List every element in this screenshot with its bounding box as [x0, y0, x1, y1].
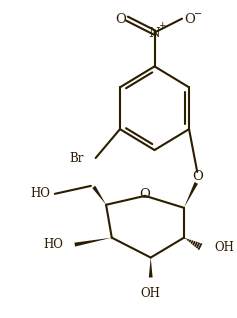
Polygon shape [149, 258, 153, 278]
Text: HO: HO [43, 238, 63, 251]
Text: O: O [115, 13, 126, 26]
Text: Br: Br [69, 153, 83, 165]
Polygon shape [184, 182, 198, 208]
Text: O: O [192, 170, 203, 183]
Polygon shape [74, 238, 112, 246]
Text: O: O [140, 188, 150, 201]
Text: +: + [158, 21, 166, 30]
Text: N: N [149, 27, 160, 40]
Polygon shape [92, 186, 106, 205]
Text: HO: HO [31, 187, 50, 200]
Text: −: − [194, 9, 202, 19]
Text: O: O [184, 13, 195, 26]
Text: OH: OH [141, 287, 161, 301]
Text: OH: OH [214, 241, 234, 254]
